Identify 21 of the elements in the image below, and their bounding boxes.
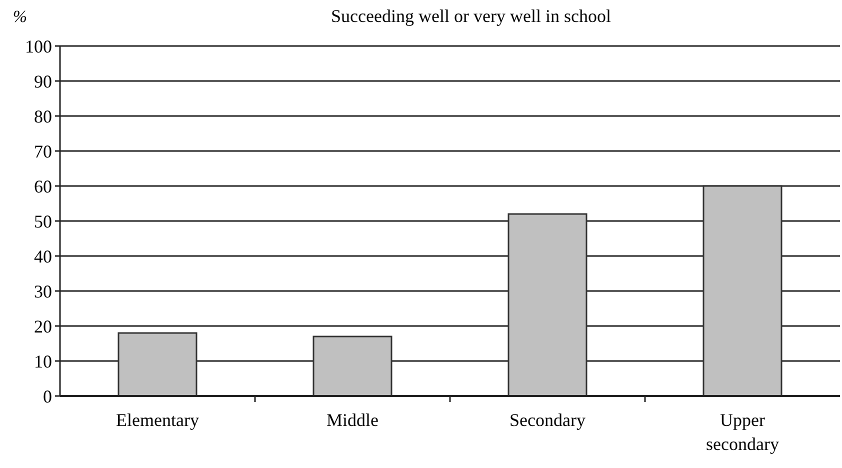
bar — [118, 332, 198, 397]
y-tick-label: 100 — [25, 36, 52, 56]
y-tick-label: 80 — [34, 106, 52, 126]
y-tick-label: 0 — [43, 386, 52, 406]
y-tick-label: 30 — [34, 281, 52, 302]
x-tick-label: Secondary — [510, 410, 586, 430]
bar — [702, 185, 782, 397]
bar — [312, 336, 392, 397]
y-tick-label: 70 — [34, 141, 52, 162]
y-tick-label: 50 — [34, 211, 52, 232]
y-tick-label: 90 — [34, 71, 52, 92]
x-tick-label: Upper secondary — [706, 410, 779, 454]
y-tick-label: 20 — [34, 316, 52, 336]
x-tick-label: Elementary — [116, 410, 199, 430]
bar — [508, 213, 588, 397]
y-tick-label: 40 — [34, 246, 52, 266]
x-tick-label: Middle — [326, 410, 379, 430]
y-tick-label: 10 — [34, 351, 52, 372]
y-axis-title: % — [12, 7, 28, 26]
y-tick-label: 60 — [34, 176, 52, 196]
chart-title: Succeeding well or very well in school — [331, 6, 611, 26]
